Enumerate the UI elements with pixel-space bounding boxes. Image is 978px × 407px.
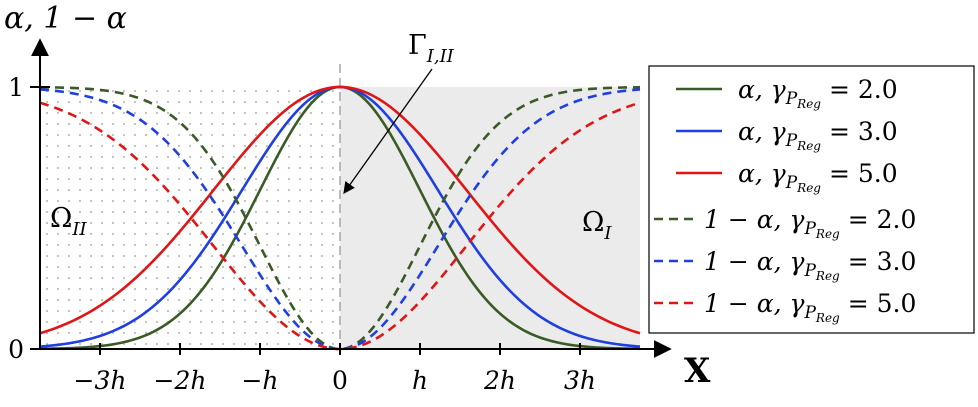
- x-tick-label-5: h: [412, 366, 428, 395]
- region-label-omega-i: ΩI: [582, 207, 612, 244]
- region-label-omega-i-sub: I: [603, 223, 612, 244]
- axes: [30, 38, 672, 358]
- interface-annotation-arrow: [343, 68, 433, 194]
- y-tick-label-1: 0: [8, 335, 24, 364]
- x-tick-label-2: −2h: [154, 366, 207, 395]
- x-tick-label-1: −3h: [74, 366, 127, 395]
- interface-label: ΓI,II: [408, 30, 455, 67]
- legend: α, γPReg = 2.0 α, γPReg = 3.0 α, γPReg = 5…: [648, 65, 975, 334]
- tick-labels: −3h −2h −h 0 h 2h 3h 0 1: [8, 73, 596, 395]
- y-tick-label-2: 1: [8, 73, 24, 102]
- interface-label-sub: I,II: [426, 46, 455, 67]
- series-line-5: [39, 88, 641, 351]
- legend-label-3: α, γPReg = 5.0: [738, 159, 898, 195]
- region-label-omega-i-main: Ω: [582, 207, 604, 238]
- series-line-3: [39, 85, 641, 335]
- legend-label-6: 1 − α, γPReg = 5.0: [704, 289, 916, 325]
- x-axis-label: X: [684, 351, 711, 391]
- region-label-omega-ii-main: Ω: [50, 203, 72, 234]
- legend-label-4: 1 − α, γPReg = 2.0: [704, 205, 916, 241]
- legend-label-1: α, γPReg = 2.0: [738, 75, 898, 111]
- legend-label-2: α, γPReg = 3.0: [738, 117, 898, 153]
- legend-label-5: 1 − α, γPReg = 3.0: [704, 247, 916, 283]
- x-tick-label-6: 2h: [483, 366, 516, 395]
- x-tick-label-4: 0: [332, 366, 348, 395]
- region-label-omega-ii-sub: II: [71, 219, 87, 240]
- x-tick-label-3: −h: [241, 366, 278, 395]
- legend-box: [648, 65, 975, 334]
- region-label-omega-ii: ΩII: [50, 203, 88, 240]
- y-axis-label: α, 1 − α: [4, 1, 127, 36]
- x-tick-label-7: 3h: [564, 366, 596, 395]
- interface-label-main: Γ: [408, 30, 427, 61]
